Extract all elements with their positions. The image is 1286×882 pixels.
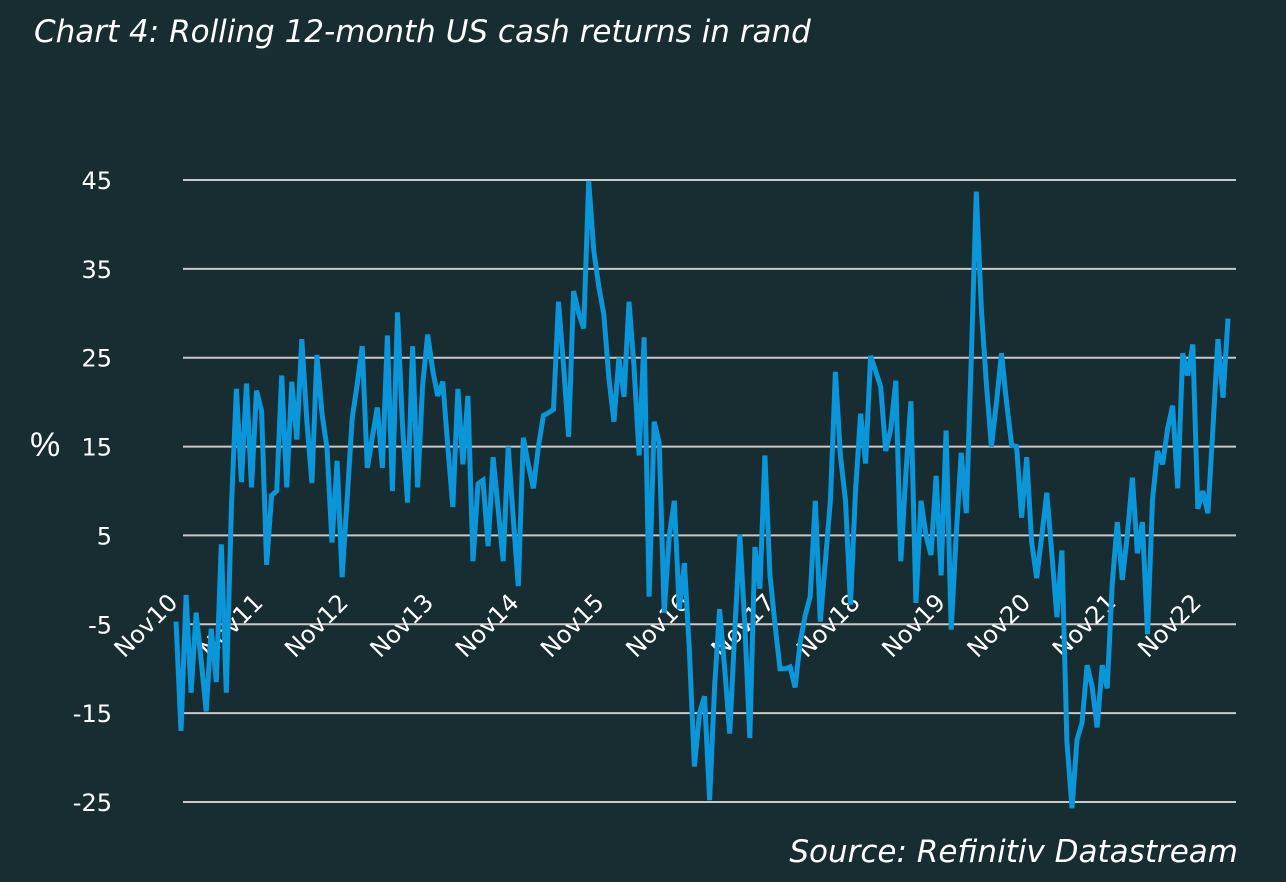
- y-tick-label: 35: [81, 256, 112, 284]
- y-tick-label: 45: [81, 167, 112, 195]
- x-axis-tick-labels: Nov10 Nov11 Nov12 Nov13 Nov14 Nov15 Nov16 Nov17…: [109, 588, 1207, 663]
- x-tick-label: Nov13: [365, 588, 440, 663]
- x-tick-label: Nov10: [109, 588, 184, 663]
- y-tick-label: -5: [88, 611, 112, 639]
- x-tick-label: Nov12: [279, 588, 354, 663]
- y-tick-label: 15: [81, 434, 112, 462]
- series-line: [173, 180, 1231, 809]
- x-tick-label: Nov16: [621, 588, 696, 663]
- x-tick-label: Nov14: [450, 588, 525, 663]
- x-tick-label: Nov20: [962, 588, 1037, 663]
- y-tick-label: -25: [73, 789, 112, 817]
- y-tick-label: 5: [97, 522, 112, 550]
- gridlines: [183, 179, 1236, 803]
- y-axis-tick-labels: 45 35 25 15 5 -5 -15 -25: [73, 167, 112, 817]
- source-note: Source: Refinitiv Datastream: [789, 834, 1238, 870]
- y-tick-label: -15: [73, 700, 112, 728]
- x-tick-label: Nov15: [535, 588, 610, 663]
- series-group: [173, 180, 1231, 809]
- chart-title: Chart 4: Rolling 12-month US cash return…: [34, 14, 811, 50]
- y-tick-label: 25: [81, 345, 112, 373]
- y-axis-label: %: [30, 426, 61, 464]
